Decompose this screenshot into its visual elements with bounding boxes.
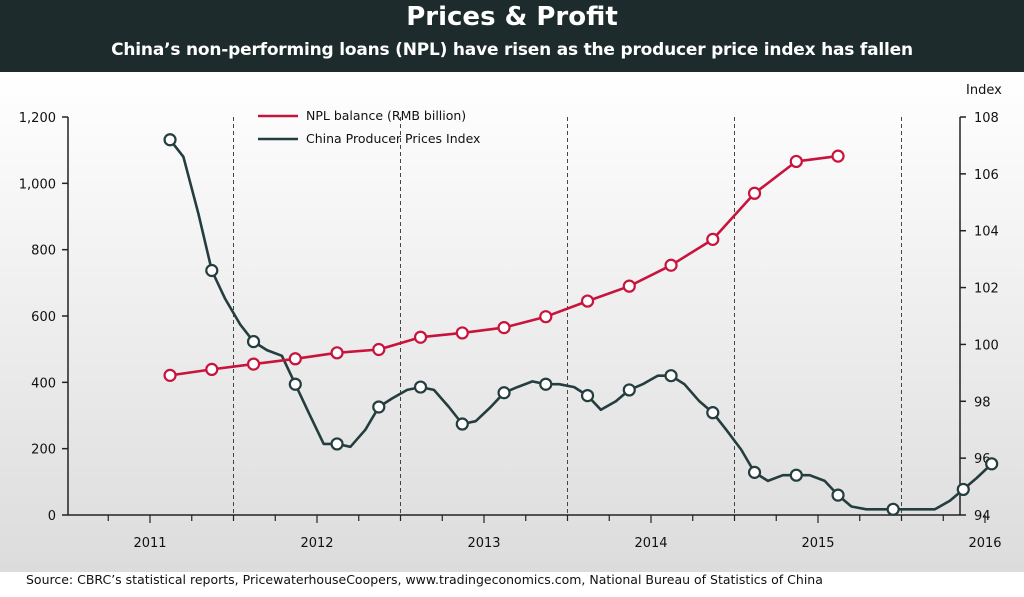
right-tick-label: 102 [974, 282, 999, 297]
npl-point [707, 234, 718, 245]
right-tick-label: 106 [974, 168, 999, 183]
chart-subtitle: China’s non-performing loans (NPL) have … [0, 40, 1024, 60]
ppi-point [986, 458, 997, 469]
ppi-point [415, 382, 426, 393]
source-note: Source: CBRC’s statistical reports, Pric… [26, 572, 823, 587]
npl-point [165, 370, 176, 381]
ppi-point [248, 336, 259, 347]
left-tick-label: 200 [31, 443, 56, 458]
left-tick-label: 1,200 [19, 111, 56, 126]
npl-point [290, 353, 301, 364]
ppi-point [791, 470, 802, 481]
right-tick-label: 94 [974, 509, 991, 524]
left-tick-label: 1,000 [19, 177, 56, 192]
left-tick-label: 600 [31, 310, 56, 325]
left-tick-label: 400 [31, 376, 56, 391]
ppi-point [958, 484, 969, 495]
ppi-point [457, 419, 468, 430]
npl-point [373, 344, 384, 355]
chart-title: Prices & Profit [0, 2, 1024, 32]
ppi-point [165, 134, 176, 145]
x-tick-label: 2016 [968, 536, 1001, 551]
ppi-point [707, 407, 718, 418]
npl-point [415, 332, 426, 343]
x-tick-label: 2013 [467, 536, 500, 551]
right-axis-label: Index [966, 83, 1002, 98]
ppi-point [624, 384, 635, 395]
ppi-point [540, 379, 551, 390]
npl-point [833, 151, 844, 162]
ppi-point [499, 387, 510, 398]
npl-point [332, 347, 343, 358]
npl-point [624, 281, 635, 292]
ppi-point [373, 401, 384, 412]
plot-background [0, 72, 1024, 572]
npl-point [540, 311, 551, 322]
x-tick-label: 2012 [300, 536, 333, 551]
npl-point [791, 156, 802, 167]
ppi-point [666, 370, 677, 381]
npl-point [248, 359, 259, 370]
x-tick-label: 2014 [634, 536, 667, 551]
ppi-point [332, 438, 343, 449]
npl-point [457, 327, 468, 338]
line-chart: 02004006008001,0001,20094969810010210410… [0, 72, 1024, 572]
legend-ppi-label: China Producer Prices Index [306, 131, 480, 146]
right-tick-label: 100 [974, 338, 999, 353]
ppi-point [290, 379, 301, 390]
legend-npl-label: NPL balance (RMB billion) [306, 108, 466, 123]
x-tick-label: 2015 [801, 536, 834, 551]
ppi-point [888, 504, 899, 515]
x-tick-label: 2011 [133, 536, 166, 551]
left-tick-label: 800 [31, 244, 56, 259]
npl-point [206, 364, 217, 375]
right-tick-label: 98 [974, 395, 991, 410]
npl-point [749, 188, 760, 199]
ppi-point [833, 490, 844, 501]
ppi-point [582, 390, 593, 401]
right-tick-label: 108 [974, 111, 999, 126]
npl-point [666, 260, 677, 271]
right-tick-label: 104 [974, 225, 999, 240]
left-tick-label: 0 [48, 509, 56, 524]
npl-point [499, 322, 510, 333]
ppi-point [206, 265, 217, 276]
npl-point [582, 296, 593, 307]
chart-header: Prices & Profit China’s non-performing l… [0, 0, 1024, 72]
ppi-point [749, 467, 760, 478]
